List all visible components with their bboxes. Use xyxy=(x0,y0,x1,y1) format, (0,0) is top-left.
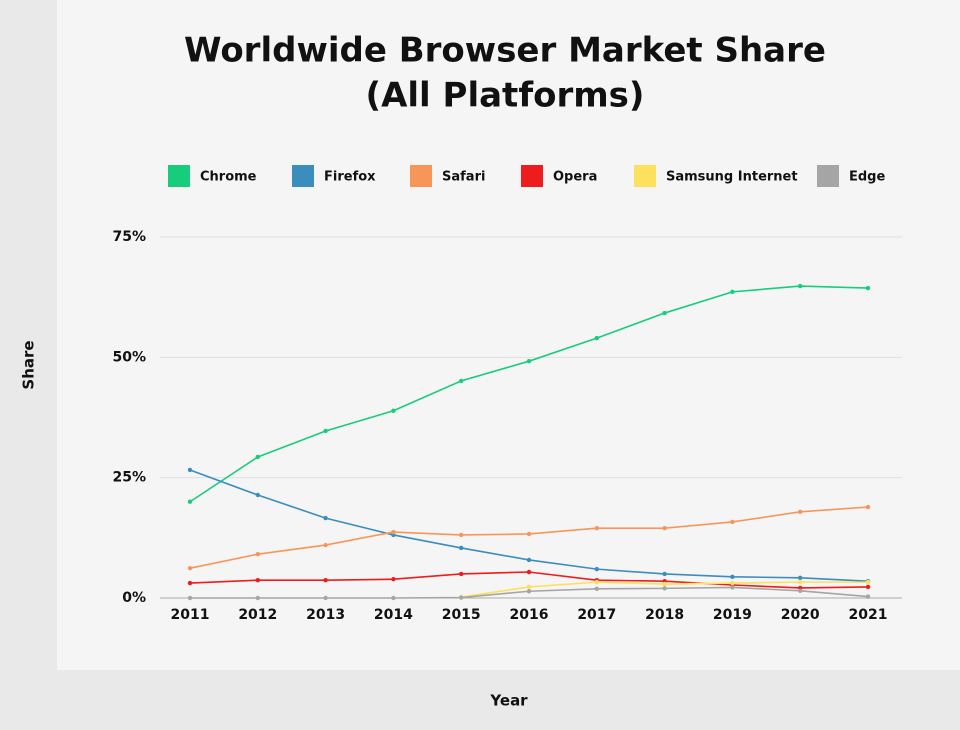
data-point xyxy=(391,595,396,601)
x-tick-label: 2014 xyxy=(374,607,413,623)
data-point xyxy=(187,565,193,571)
data-point xyxy=(323,595,328,601)
data-point xyxy=(798,509,803,515)
x-tick-label: 2013 xyxy=(306,607,345,623)
data-point xyxy=(730,580,735,586)
data-point xyxy=(323,577,328,583)
y-tick-label: 25% xyxy=(112,470,146,486)
data-point xyxy=(730,289,735,295)
chart-subtitle: (All Platforms) xyxy=(366,76,645,116)
x-tick-label: 2016 xyxy=(510,607,549,623)
data-point xyxy=(798,283,803,289)
data-point xyxy=(391,408,396,413)
y-tick-label: 75% xyxy=(112,229,146,245)
data-point xyxy=(459,378,464,384)
data-point xyxy=(662,526,667,531)
data-point xyxy=(526,584,532,590)
legend-label: Chrome xyxy=(200,170,257,185)
x-tick-label: 2020 xyxy=(781,607,820,623)
data-point xyxy=(594,566,599,572)
data-point xyxy=(526,557,532,563)
legend-label: Edge xyxy=(849,170,885,185)
data-point xyxy=(459,532,464,538)
data-point xyxy=(594,579,599,585)
data-point xyxy=(730,519,735,525)
data-point xyxy=(730,585,735,590)
y-tick-label: 50% xyxy=(112,349,146,365)
data-point xyxy=(798,588,803,593)
legend-swatch xyxy=(521,165,543,187)
x-tick-label: 2012 xyxy=(238,607,277,623)
data-point xyxy=(255,492,260,498)
data-point xyxy=(526,589,532,594)
legend-label: Safari xyxy=(442,170,485,185)
y-tick-label: 0% xyxy=(122,590,146,606)
data-point xyxy=(187,499,193,504)
data-point xyxy=(594,586,599,592)
data-point xyxy=(730,574,735,580)
data-point xyxy=(255,595,260,601)
x-label-strip xyxy=(57,670,960,730)
data-point xyxy=(662,581,667,587)
data-point xyxy=(865,584,871,590)
x-tick-label: 2011 xyxy=(171,607,210,623)
data-point xyxy=(255,577,260,583)
data-point xyxy=(187,580,193,586)
x-axis-label: Year xyxy=(489,692,528,710)
data-point xyxy=(459,571,464,577)
legend-swatch xyxy=(634,165,656,187)
y-label-strip xyxy=(0,0,57,730)
legend-swatch xyxy=(817,165,839,187)
data-point xyxy=(526,531,532,537)
data-point xyxy=(323,428,328,434)
data-point xyxy=(865,579,871,585)
data-point xyxy=(865,504,871,510)
legend-swatch xyxy=(292,165,314,187)
data-point xyxy=(662,571,667,577)
data-point xyxy=(526,569,532,575)
legend-label: Opera xyxy=(553,170,597,185)
data-point xyxy=(594,526,599,531)
data-point xyxy=(865,285,871,291)
x-tick-label: 2019 xyxy=(713,607,752,623)
data-point xyxy=(187,595,193,601)
data-point xyxy=(255,454,260,460)
data-point xyxy=(526,358,532,364)
data-point xyxy=(662,310,667,316)
legend-label: Firefox xyxy=(324,170,376,185)
legend-swatch xyxy=(168,165,190,187)
y-axis-label: Share xyxy=(20,340,38,389)
data-point xyxy=(391,529,396,535)
data-point xyxy=(323,515,328,521)
x-tick-label: 2021 xyxy=(849,607,888,623)
data-point xyxy=(798,575,803,580)
data-point xyxy=(798,579,803,585)
x-tick-label: 2015 xyxy=(442,607,481,623)
data-point xyxy=(187,467,193,473)
data-point xyxy=(255,551,260,557)
data-point xyxy=(662,586,667,591)
data-point xyxy=(323,542,328,548)
x-tick-label: 2017 xyxy=(577,607,616,623)
data-point xyxy=(391,577,396,582)
data-point xyxy=(459,545,464,551)
chart-title: Worldwide Browser Market Share xyxy=(184,31,826,71)
data-point xyxy=(459,595,464,600)
legend-swatch xyxy=(410,165,432,187)
legend-label: Samsung Internet xyxy=(666,170,798,185)
data-point xyxy=(594,335,599,341)
x-tick-label: 2018 xyxy=(645,607,684,623)
data-point xyxy=(865,594,871,599)
